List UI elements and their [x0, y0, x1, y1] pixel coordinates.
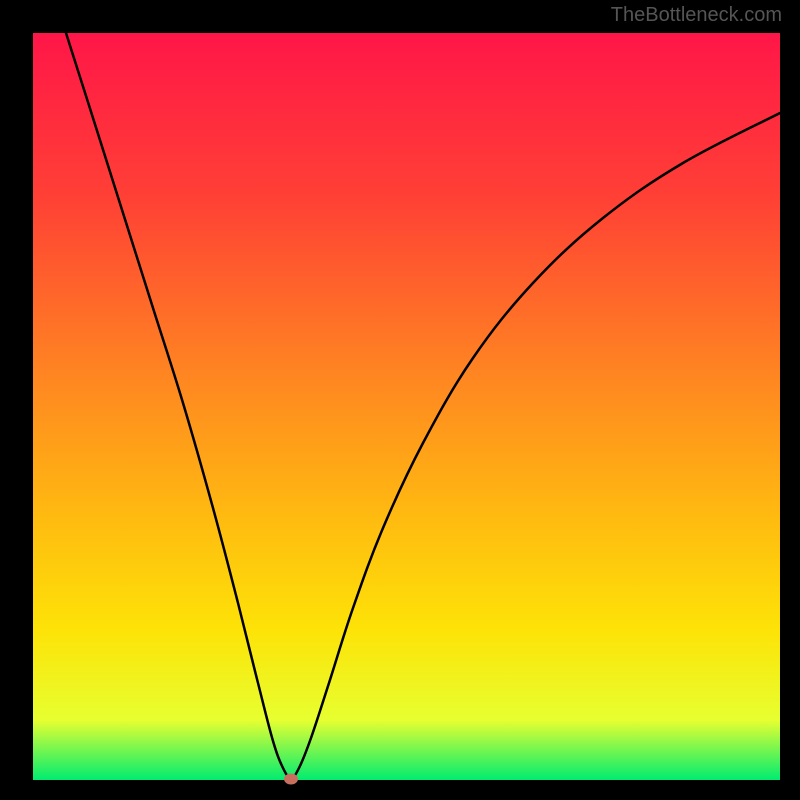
chart-curve-svg: [33, 33, 780, 780]
watermark-text: TheBottleneck.com: [611, 4, 782, 27]
bottleneck-curve: [66, 33, 780, 778]
minimum-marker: [284, 774, 298, 785]
chart-plot-area: [33, 33, 780, 780]
